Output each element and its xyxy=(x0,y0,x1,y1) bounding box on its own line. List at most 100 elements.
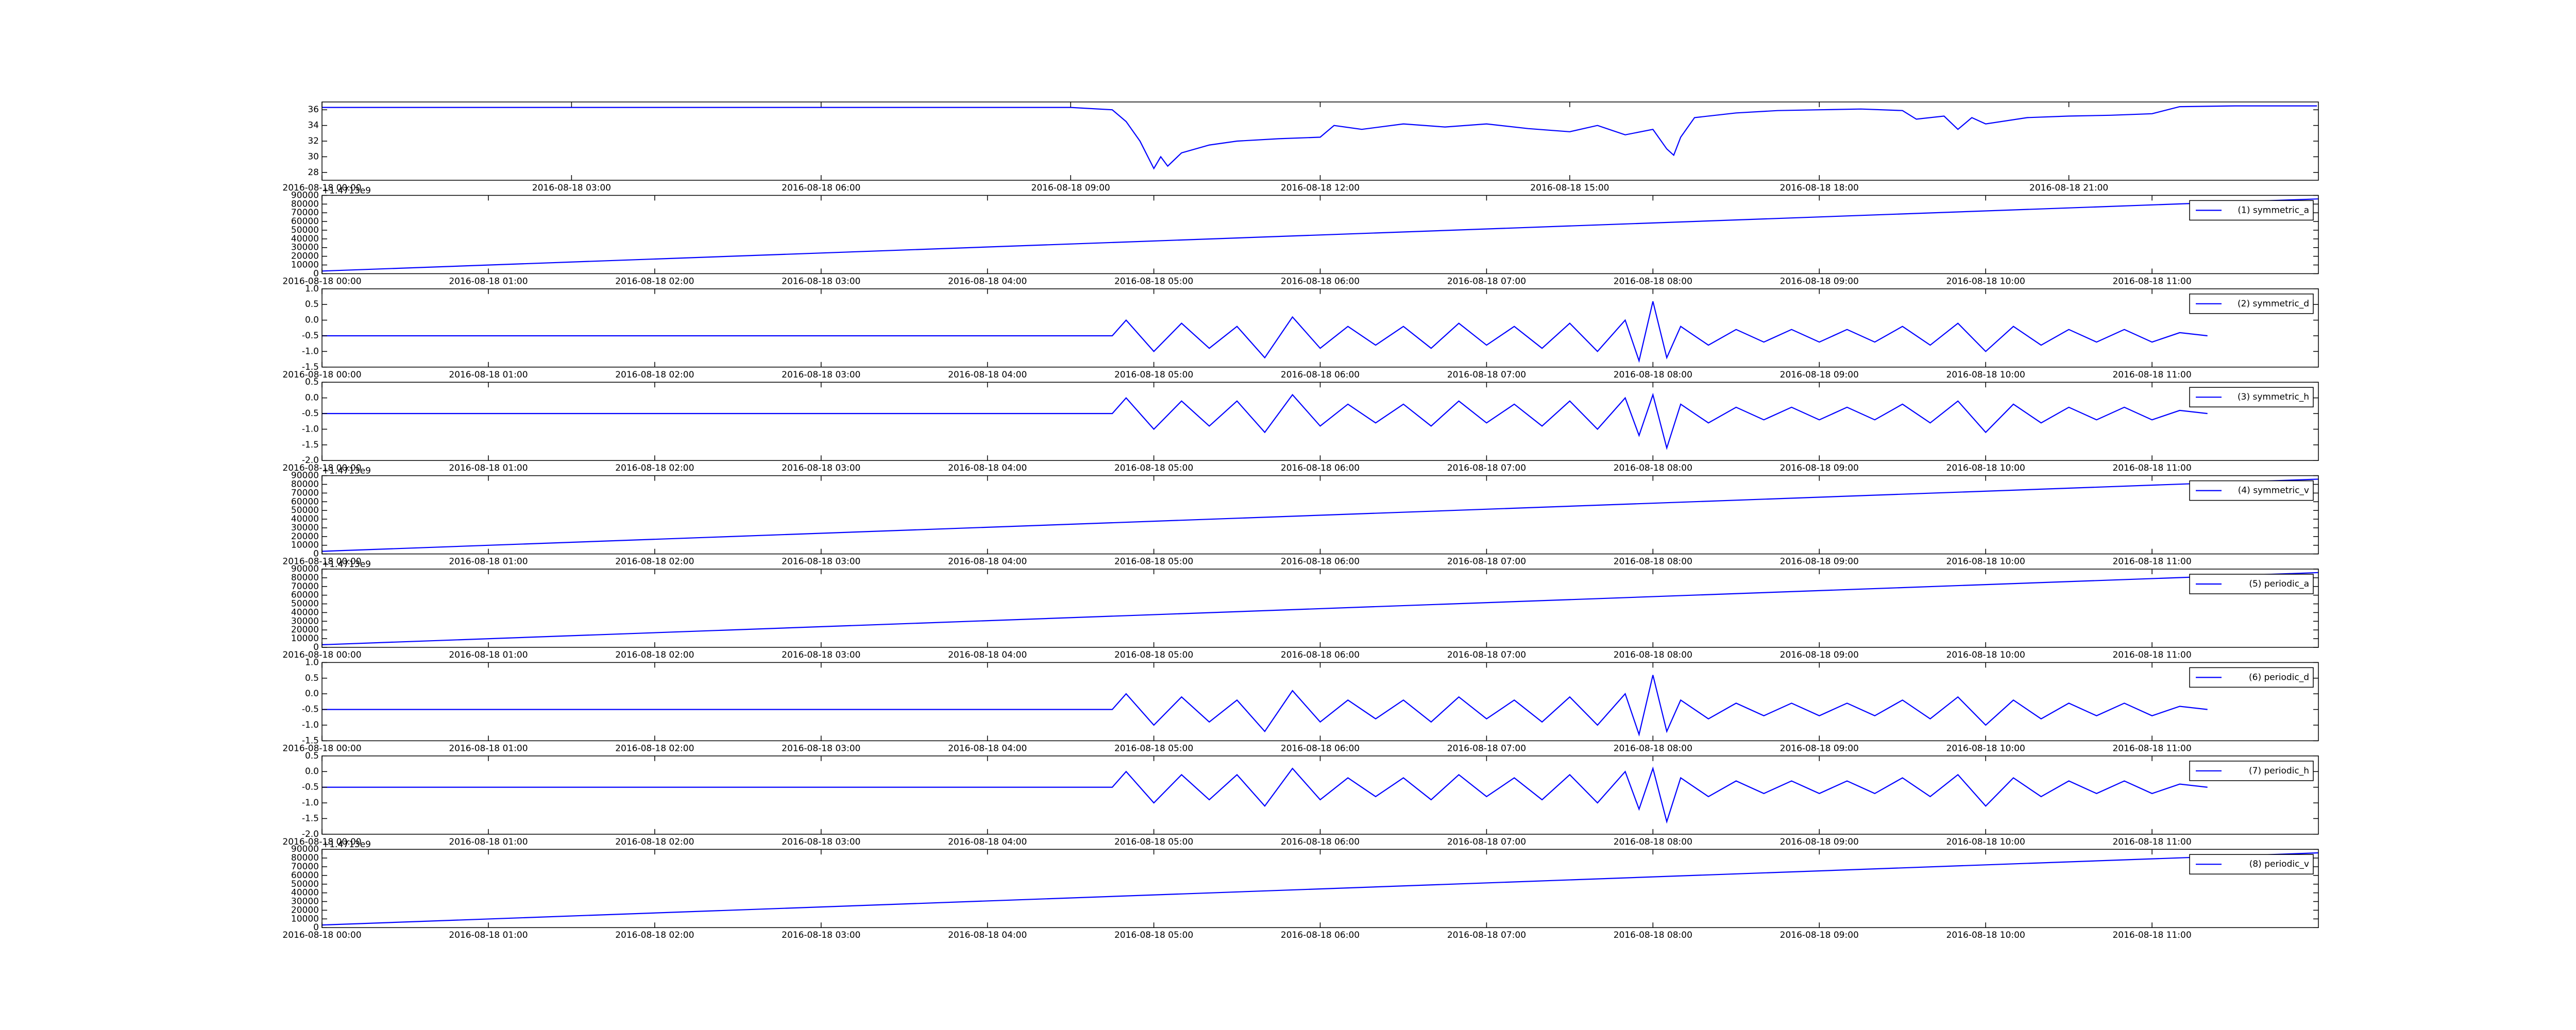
x-tick-label: 2016-08-18 03:00 xyxy=(782,650,860,660)
x-tick-label: 2016-08-18 01:00 xyxy=(449,370,528,380)
y-tick-label: 90000 xyxy=(291,564,319,574)
data-layer xyxy=(322,852,2318,926)
y-tick-label: 90000 xyxy=(291,471,319,481)
x-tick-label: 2016-08-18 01:00 xyxy=(449,930,528,940)
x-tick-label: 2016-08-18 11:00 xyxy=(2112,743,2191,753)
y-tick-label: -2.0 xyxy=(302,829,319,839)
y-tick-label: 0.5 xyxy=(305,377,319,387)
data-line xyxy=(322,105,2317,170)
x-tick-label: 2016-08-18 04:00 xyxy=(948,743,1027,753)
x-tick-label: 2016-08-18 06:00 xyxy=(1281,930,1360,940)
offset-text: +1.4713e9 xyxy=(322,185,371,196)
y-tick-label: 20000 xyxy=(291,531,319,542)
x-tick-label: 2016-08-18 10:00 xyxy=(1946,743,2025,753)
y-tick-label: -1.5 xyxy=(302,440,319,450)
x-tick-label: 2016-08-18 05:00 xyxy=(1114,743,1193,753)
y-tick-label: -2.0 xyxy=(302,455,319,466)
x-tick-label: 2016-08-18 07:00 xyxy=(1447,930,1526,940)
y-tick-label: 0 xyxy=(313,268,319,279)
x-tick-label: 2016-08-18 11:00 xyxy=(2112,276,2191,286)
x-tick-label: 2016-08-18 08:00 xyxy=(1614,276,1692,286)
x-tick-label: 2016-08-18 01:00 xyxy=(449,276,528,286)
y-tick-label: 80000 xyxy=(291,479,319,489)
x-tick-label: 2016-08-18 02:00 xyxy=(615,370,694,380)
x-tick-label: 2016-08-18 06:00 xyxy=(1281,463,1360,473)
subplot: 0100002000030000400005000060000700008000… xyxy=(282,839,2319,940)
x-tick-label: 2016-08-18 06:00 xyxy=(1281,837,1360,847)
y-tick-label: -1.0 xyxy=(302,424,319,434)
x-tick-label: 2016-08-18 10:00 xyxy=(1946,463,2025,473)
legend-label: (4) symmetric_v xyxy=(2238,486,2309,496)
y-tick-label: 0.5 xyxy=(305,751,319,761)
x-tick-label: 2016-08-18 11:00 xyxy=(2112,370,2191,380)
x-tick-label: 2016-08-18 07:00 xyxy=(1447,463,1526,473)
legend-label: (1) symmetric_a xyxy=(2238,205,2309,215)
x-tick-label: 2016-08-18 03:00 xyxy=(782,557,860,567)
x-tick-label: 2016-08-18 07:00 xyxy=(1447,837,1526,847)
y-tick-label: 0.5 xyxy=(305,673,319,683)
x-tick-label: 2016-08-18 11:00 xyxy=(2112,837,2191,847)
x-tick-label: 2016-08-18 21:00 xyxy=(2029,183,2108,193)
y-tick-label: -1.0 xyxy=(302,346,319,356)
y-tick-label: 1.0 xyxy=(305,657,319,667)
y-tick-label: 30000 xyxy=(291,616,319,626)
y-tick-label: -0.5 xyxy=(302,408,319,419)
x-tick-label: 2016-08-18 01:00 xyxy=(449,837,528,847)
plot-area xyxy=(322,102,2318,180)
y-tick-label: 80000 xyxy=(291,853,319,863)
x-tick-label: 2016-08-18 02:00 xyxy=(615,463,694,473)
y-tick-label: -0.5 xyxy=(302,331,319,341)
x-tick-label: 2016-08-18 11:00 xyxy=(2112,930,2191,940)
y-tick-label: 10000 xyxy=(291,914,319,924)
legend-box xyxy=(2189,294,2314,314)
y-tick-label: 10000 xyxy=(291,540,319,551)
y-tick-label: 32 xyxy=(308,136,319,146)
data-line xyxy=(322,852,2318,926)
x-tick-label: 2016-08-18 04:00 xyxy=(948,276,1027,286)
x-tick-label: 2016-08-18 06:00 xyxy=(1281,370,1360,380)
legend-label: (8) periodic_v xyxy=(2249,859,2309,869)
y-tick-label: 50000 xyxy=(291,599,319,609)
y-tick-label: 0.0 xyxy=(305,689,319,699)
y-tick-label: -0.5 xyxy=(302,782,319,793)
x-tick-label: 2016-08-18 00:00 xyxy=(282,183,361,193)
legend-label: (5) periodic_a xyxy=(2249,579,2309,589)
x-tick-label: 2016-08-18 04:00 xyxy=(948,370,1027,380)
y-tick-label: 40000 xyxy=(291,607,319,617)
y-tick-label: 70000 xyxy=(291,208,319,218)
x-tick-label: 2016-08-18 03:00 xyxy=(782,463,860,473)
x-tick-label: 2016-08-18 07:00 xyxy=(1447,557,1526,567)
data-layer xyxy=(322,766,2208,824)
x-tick-label: 2016-08-18 10:00 xyxy=(1946,930,2025,940)
y-tick-label: -1.5 xyxy=(302,735,319,746)
x-tick-label: 2016-08-18 08:00 xyxy=(1614,557,1692,567)
y-tick-label: 20000 xyxy=(291,251,319,262)
x-tick-label: 2016-08-18 08:00 xyxy=(1614,743,1692,753)
subplot: 0100002000030000400005000060000700008000… xyxy=(282,466,2319,567)
x-tick-label: 2016-08-18 10:00 xyxy=(1946,650,2025,660)
x-tick-label: 2016-08-18 02:00 xyxy=(615,557,694,567)
y-tick-label: 50000 xyxy=(291,505,319,516)
x-tick-label: 2016-08-18 02:00 xyxy=(615,276,694,286)
x-tick-label: 2016-08-18 08:00 xyxy=(1614,930,1692,940)
y-tick-label: 20000 xyxy=(291,625,319,635)
x-tick-label: 2016-08-18 05:00 xyxy=(1114,837,1193,847)
data-line xyxy=(322,301,2208,363)
subplot: 0100002000030000400005000060000700008000… xyxy=(282,185,2319,286)
x-tick-label: 2016-08-18 04:00 xyxy=(948,930,1027,940)
x-tick-label: 2016-08-18 08:00 xyxy=(1614,370,1692,380)
y-tick-label: 40000 xyxy=(291,234,319,244)
x-tick-label: 2016-08-18 09:00 xyxy=(1780,370,1859,380)
plot-area xyxy=(322,662,2318,741)
x-tick-label: 2016-08-18 05:00 xyxy=(1114,930,1193,940)
y-tick-label: 30000 xyxy=(291,243,319,253)
y-tick-label: 40000 xyxy=(291,514,319,524)
x-tick-label: 2016-08-18 08:00 xyxy=(1614,837,1692,847)
x-tick-label: 2016-08-18 03:00 xyxy=(782,743,860,753)
data-layer xyxy=(322,392,2208,450)
x-tick-label: 2016-08-18 09:00 xyxy=(1780,557,1859,567)
subplot: -1.5 -1.0 -0.5 0.0 0.5 1.0 2016-08-18 00:00 201… xyxy=(282,284,2319,380)
x-tick-label: 2016-08-18 08:00 xyxy=(1614,650,1692,660)
x-tick-label: 2016-08-18 10:00 xyxy=(1946,837,2025,847)
data-layer xyxy=(322,105,2317,170)
